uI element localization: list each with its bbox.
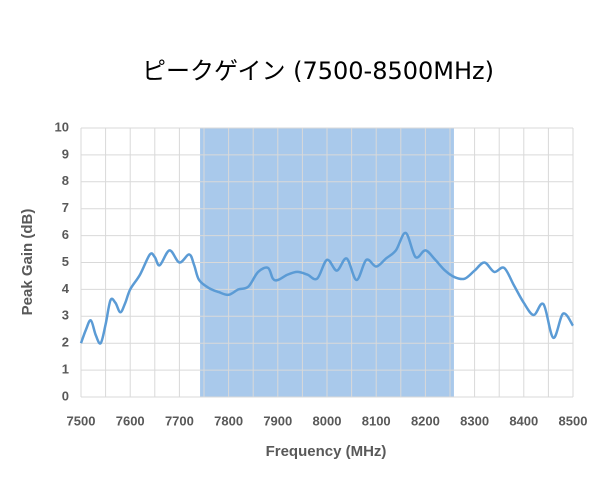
x-tick-label: 8100	[362, 413, 391, 428]
y-tick-label: 6	[62, 227, 69, 242]
x-tick-label: 8000	[313, 413, 342, 428]
x-tick-label: 8200	[411, 413, 440, 428]
x-tick-label: 7500	[67, 413, 96, 428]
x-axis-label: Frequency (MHz)	[266, 443, 387, 460]
y-tick-label: 1	[62, 362, 69, 377]
y-tick-label: 10	[55, 119, 69, 134]
y-tick-label: 3	[62, 308, 69, 323]
y-tick-label: 9	[62, 146, 69, 161]
x-tick-label: 7700	[165, 413, 194, 428]
data-line	[79, 231, 575, 345]
y-tick-label: 5	[62, 254, 69, 269]
y-axis-label: Peak Gain (dB)	[19, 209, 36, 316]
y-tick-label: 8	[62, 173, 69, 188]
x-tick-label: 7600	[116, 413, 145, 428]
y-tick-label: 0	[62, 388, 69, 403]
x-tick-label: 7800	[214, 413, 243, 428]
x-tick-label: 8400	[509, 413, 538, 428]
x-tick-label: 8500	[559, 413, 588, 428]
y-tick-label: 4	[62, 281, 70, 296]
x-tick-label: 7900	[263, 413, 292, 428]
y-tick-label: 7	[62, 200, 69, 215]
y-tick-label: 2	[62, 335, 69, 350]
x-tick-label: 8300	[460, 413, 489, 428]
chart-title: ピークゲイン (7500-8500MHz)	[142, 57, 494, 85]
